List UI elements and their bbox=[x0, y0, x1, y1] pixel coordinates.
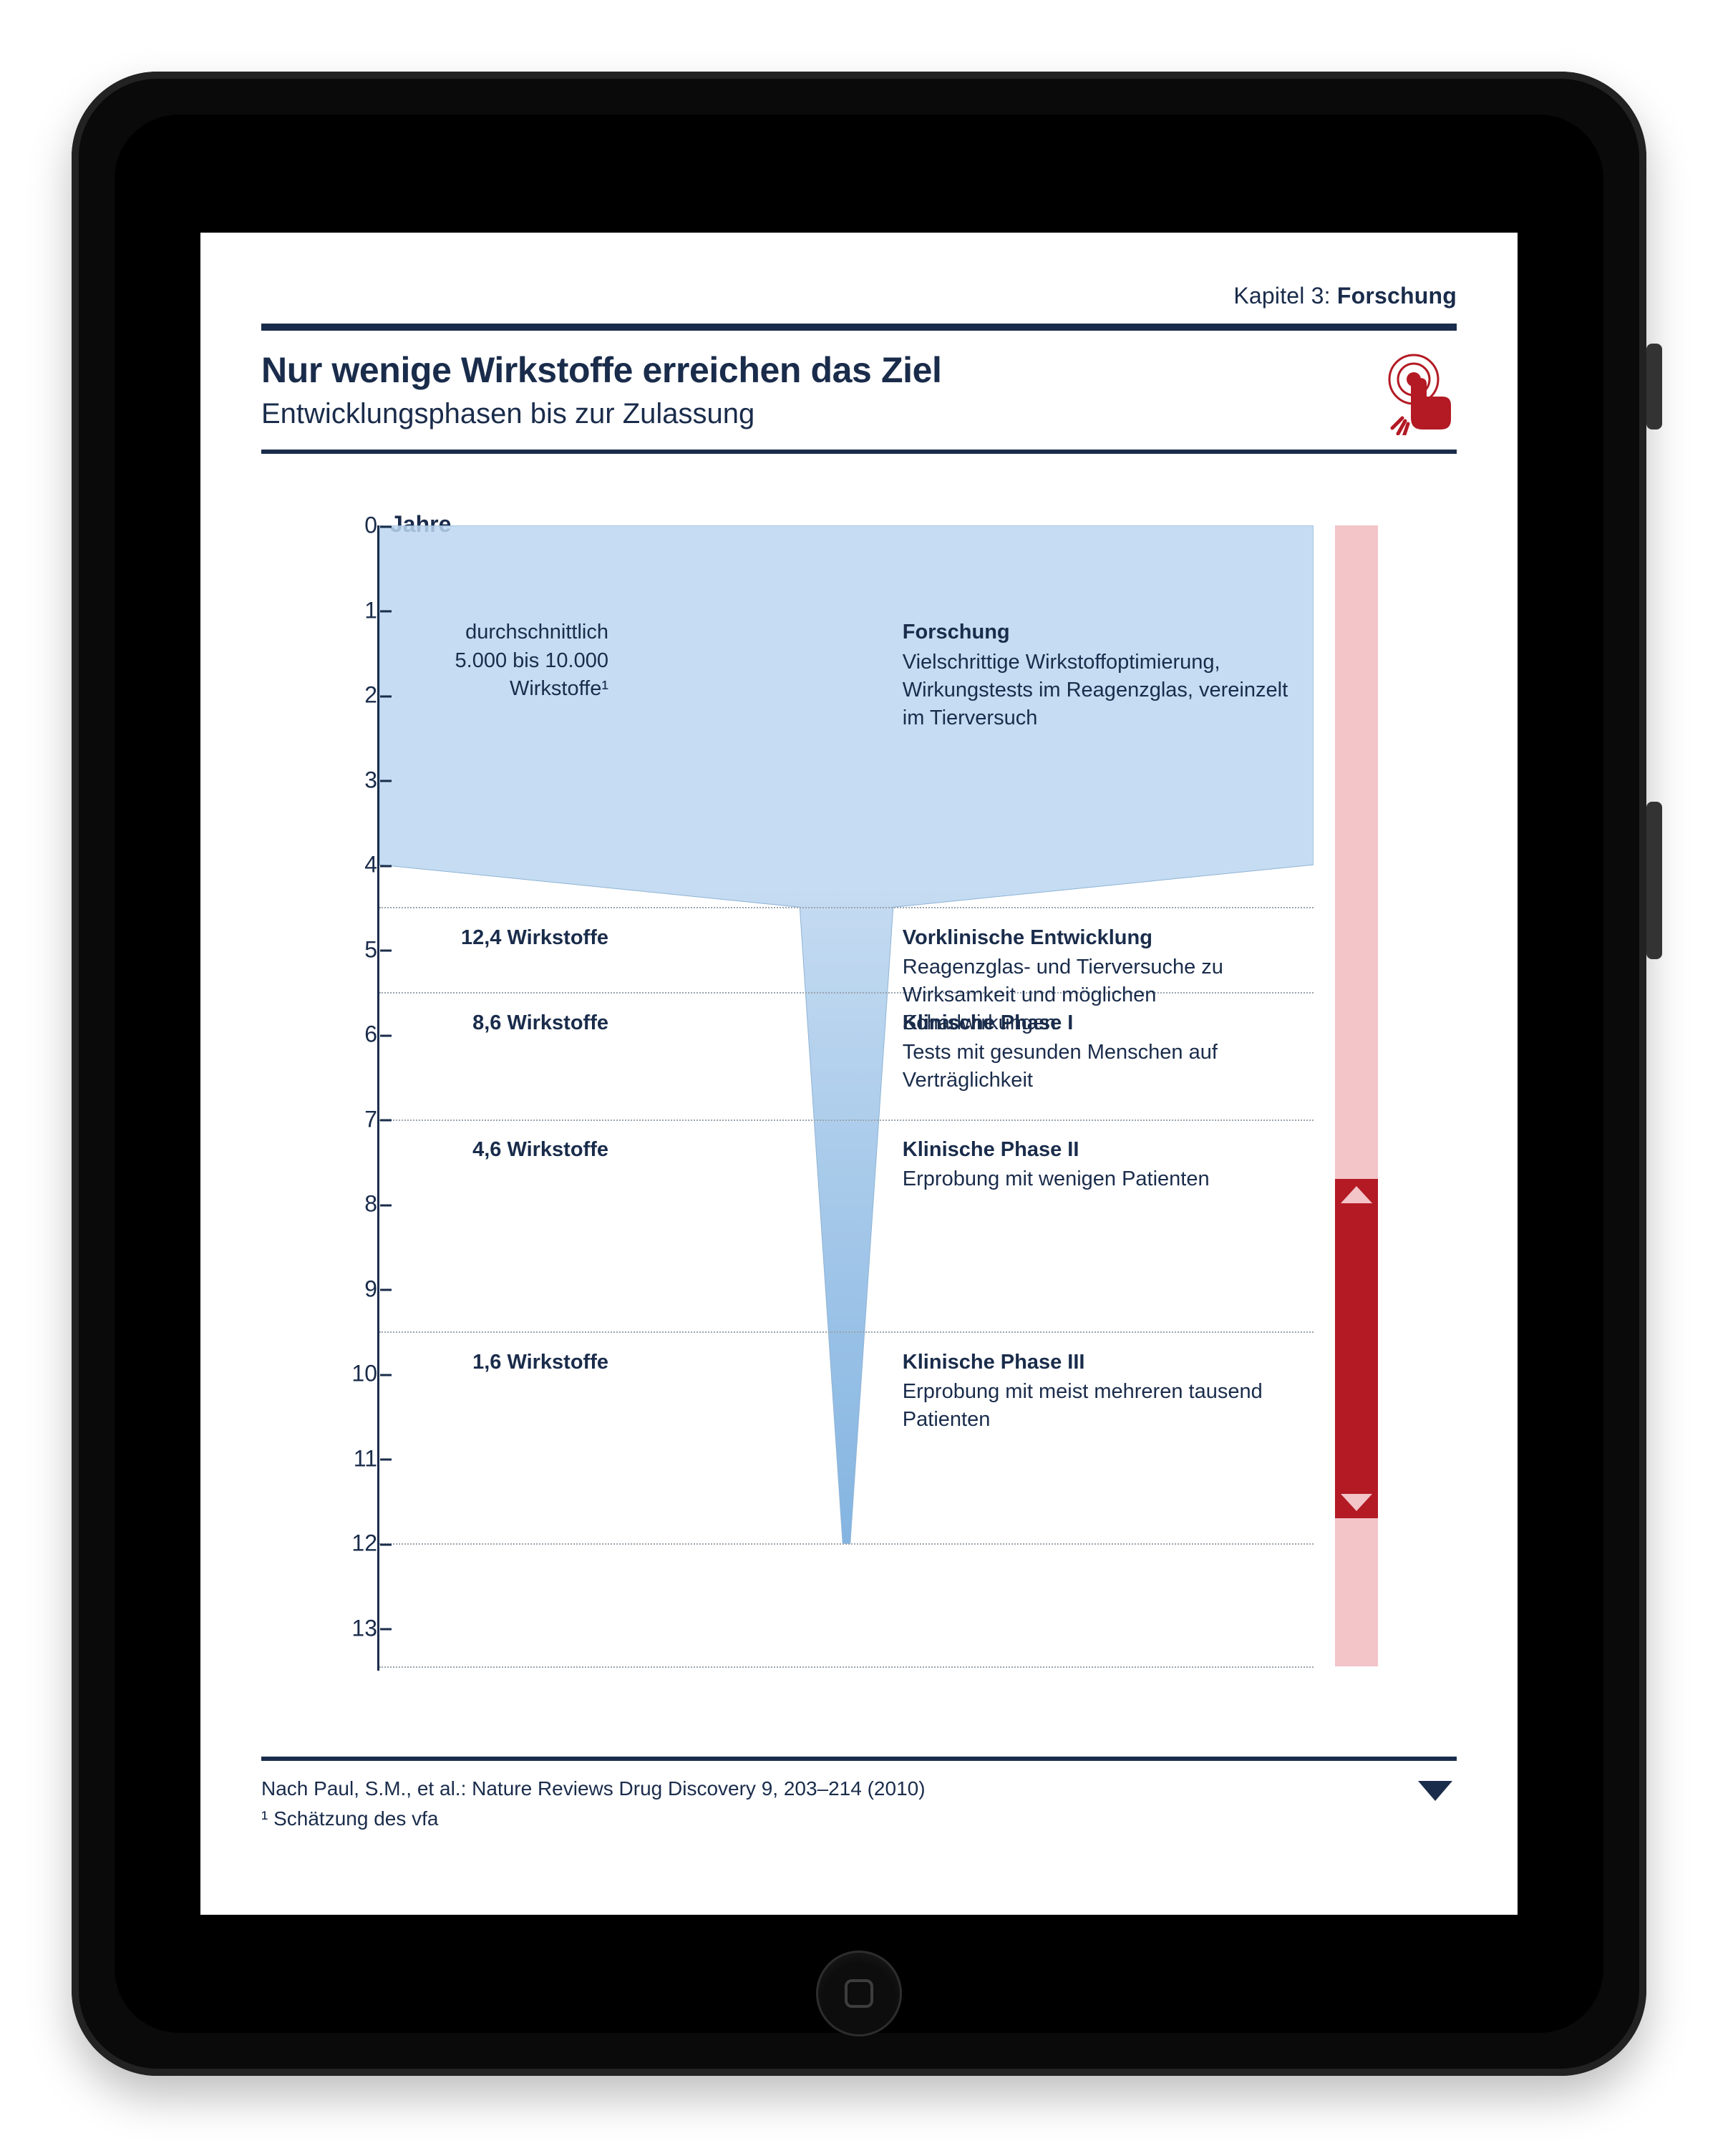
tablet-screen: Kapitel 3: Forschung Nur wenige Wirkstof… bbox=[200, 233, 1518, 1915]
phase-left-label: 4,6 Wirkstoffe bbox=[394, 1136, 608, 1164]
y-tick: 11 bbox=[334, 1445, 377, 1472]
y-tick: 0 bbox=[334, 513, 377, 539]
y-tick: 6 bbox=[334, 1021, 377, 1048]
phase-divider bbox=[379, 1543, 1314, 1545]
scroll-thumb[interactable] bbox=[1335, 1179, 1378, 1518]
title-text: Nur wenige Wirkstoffe erreichen das Ziel… bbox=[261, 349, 941, 430]
header-rule-top bbox=[261, 324, 1457, 331]
y-tick: 5 bbox=[334, 936, 377, 963]
chapter-name: Forschung bbox=[1337, 283, 1457, 309]
y-tick: 12 bbox=[334, 1530, 377, 1557]
footnote-source: Nach Paul, S.M., et al.: Nature Reviews … bbox=[261, 1774, 926, 1804]
y-tick: 4 bbox=[334, 852, 377, 878]
scroll-arrow-up-icon[interactable] bbox=[1341, 1186, 1372, 1203]
plot-area: durchschnittlich5.000 bis 10.000Wirkstof… bbox=[379, 525, 1314, 1671]
footnote-text: Nach Paul, S.M., et al.: Nature Reviews … bbox=[261, 1774, 926, 1834]
phase-left-label: 8,6 Wirkstoffe bbox=[394, 1009, 608, 1037]
y-tick: 9 bbox=[334, 1276, 377, 1302]
y-tick: 13 bbox=[334, 1615, 377, 1641]
phase-left-label: 1,6 Wirkstoffe bbox=[394, 1349, 608, 1376]
phase-left-label: durchschnittlich5.000 bis 10.000Wirkstof… bbox=[394, 618, 608, 702]
footer-rule bbox=[261, 1757, 1457, 1761]
phase-left-label: 12,4 Wirkstoffe bbox=[394, 924, 608, 952]
header-rule-bottom bbox=[261, 450, 1457, 454]
y-tick: 10 bbox=[334, 1361, 377, 1387]
home-button-glyph bbox=[845, 1979, 873, 2008]
scroll-arrow-down-icon[interactable] bbox=[1341, 1494, 1372, 1511]
device-side-button bbox=[1646, 344, 1662, 429]
phase-right-label: Klinische Phase IIIErprobung mit meist m… bbox=[903, 1349, 1306, 1434]
y-tick: 1 bbox=[334, 597, 377, 623]
title-block: Nur wenige Wirkstoffe erreichen das Ziel… bbox=[261, 331, 1457, 450]
y-tick: 7 bbox=[334, 1106, 377, 1132]
footnote-estimate: ¹ Schätzung des vfa bbox=[261, 1804, 926, 1834]
page-content: Kapitel 3: Forschung Nur wenige Wirkstof… bbox=[200, 233, 1518, 1915]
chapter-breadcrumb: Kapitel 3: Forschung bbox=[261, 283, 1457, 309]
page-title: Nur wenige Wirkstoffe erreichen das Ziel bbox=[261, 349, 941, 391]
phase-divider bbox=[379, 1666, 1314, 1668]
phase-right-label: Klinische Phase ITests mit gesunden Mens… bbox=[903, 1009, 1306, 1094]
page-subtitle: Entwicklungsphasen bis zur Zulassung bbox=[261, 398, 941, 430]
touch-interaction-icon[interactable] bbox=[1371, 349, 1457, 435]
y-tick: 8 bbox=[334, 1191, 377, 1218]
page-down-caret-icon[interactable] bbox=[1418, 1781, 1452, 1801]
phase-divider bbox=[379, 1120, 1314, 1121]
phase-divider bbox=[379, 907, 1314, 908]
funnel-chart: Jahre durchschnittlich5.000 bis 10.000Wi… bbox=[261, 525, 1457, 1728]
device-side-button bbox=[1646, 802, 1662, 959]
phase-right-label: ForschungVielschrittige Wirkstoffoptimie… bbox=[903, 618, 1306, 732]
phase-divider bbox=[379, 1331, 1314, 1333]
footnotes: Nach Paul, S.M., et al.: Nature Reviews … bbox=[261, 1774, 1457, 1834]
tablet-device-frame: Kapitel 3: Forschung Nur wenige Wirkstof… bbox=[72, 72, 1646, 2076]
phase-right-label: Klinische Phase IIErprobung mit wenigen … bbox=[903, 1136, 1306, 1193]
chapter-prefix: Kapitel 3: bbox=[1233, 283, 1337, 309]
y-tick: 2 bbox=[334, 682, 377, 709]
y-tick: 3 bbox=[334, 767, 377, 793]
home-button[interactable] bbox=[816, 1951, 902, 2036]
